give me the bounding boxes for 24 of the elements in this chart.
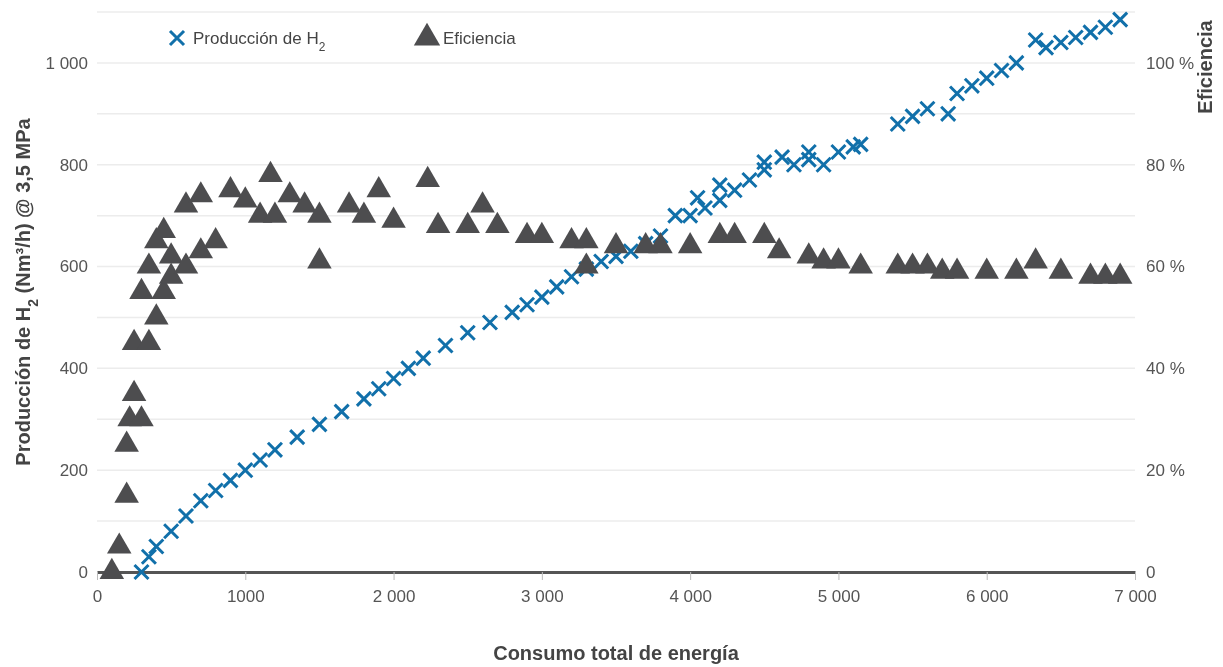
y-tick-label: 0 (78, 562, 88, 582)
y-tick-label: 800 (59, 155, 88, 175)
x-tick-label: 5 000 (817, 586, 861, 606)
y-tick-label: 400 (59, 359, 88, 379)
y2-tick-label: 0 (1146, 562, 1156, 582)
y-tick-label: 1 000 (45, 53, 88, 73)
x-tick-label: 2 000 (372, 586, 416, 606)
x-tick-label: 4 000 (669, 586, 712, 606)
y2-tick-label: 100 % (1146, 53, 1195, 73)
x-axis-title: Consumo total de energía (493, 642, 740, 664)
x-tick-label: 3 000 (521, 586, 564, 606)
legend-label: Producción de H$_{2}$ (193, 29, 326, 54)
y-tick-label: 600 (59, 257, 88, 277)
y-tick-label: 200 (59, 461, 88, 481)
x-tick-label: 0 (92, 586, 103, 606)
legend-label: Eficiencia (443, 29, 517, 48)
y2-axis-title: Eficiencia (1194, 19, 1216, 114)
y2-tick-label: 40 % (1146, 359, 1185, 379)
y2-tick-label: 80 % (1146, 155, 1185, 175)
x-tick-label: 6 000 (965, 586, 1009, 606)
y2-tick-label: 60 % (1146, 257, 1185, 277)
x-tick-label: 7 000 (1114, 586, 1157, 606)
x-tick-label: 1000 (226, 586, 265, 606)
y2-tick-label: 20 % (1146, 461, 1185, 481)
